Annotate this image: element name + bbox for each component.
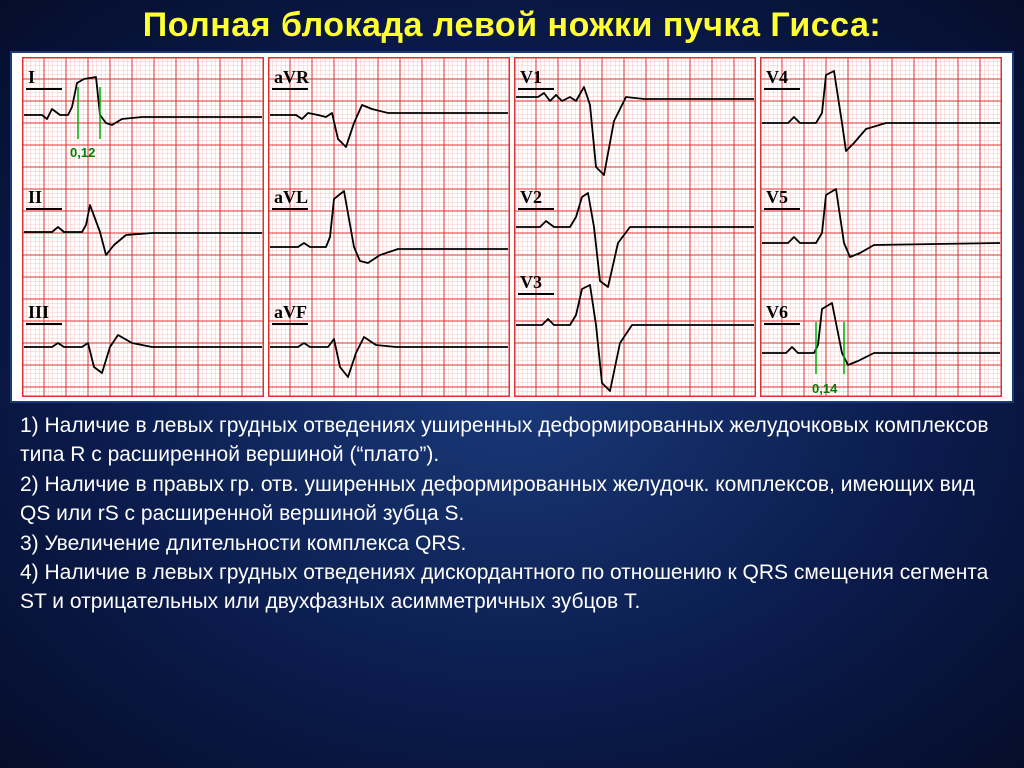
page-title: Полная блокада левой ножки пучка Гисса: [0,0,1024,51]
duration-marker: 0,12 [70,145,95,160]
lead-label-aVR: aVR [274,67,309,88]
lead-label-I: I [28,67,35,88]
lead-label-V2: V2 [520,187,542,208]
lead-label-V3: V3 [520,272,542,293]
ecg-panel-2: V1 V2 V3 [514,57,756,397]
lead-label-V5: V5 [766,187,788,208]
note-line: 2) Наличие в правых гр. отв. уширенных д… [20,470,1004,529]
note-line: 1) Наличие в левых грудных отведениях уш… [20,411,1004,470]
lead-label-aVF: aVF [274,302,307,323]
lead-label-III: III [28,302,49,323]
lead-label-V1: V1 [520,67,542,88]
note-line: 4) Наличие в левых грудных отведениях ди… [20,558,1004,617]
lead-label-V4: V4 [766,67,788,88]
duration-marker: 0,14 [812,381,837,396]
ecg-panel-0: I0,12IIIII [22,57,264,397]
ecg-panel-3: V4 V5 V6 0,14 [760,57,1002,397]
lead-label-II: II [28,187,42,208]
lead-label-aVL: aVL [274,187,308,208]
lead-label-V6: V6 [766,302,788,323]
note-line: 3) Увеличение длительности комплекса QRS… [20,529,1004,558]
diagnostic-notes: 1) Наличие в левых грудных отведениях уш… [0,403,1024,625]
ecg-grid-container: I0,12IIIIIaVRaVLaVFV1V2V3V4V5V60,14 [10,51,1014,403]
ecg-panel-1: aVR aVL aVF [268,57,510,397]
